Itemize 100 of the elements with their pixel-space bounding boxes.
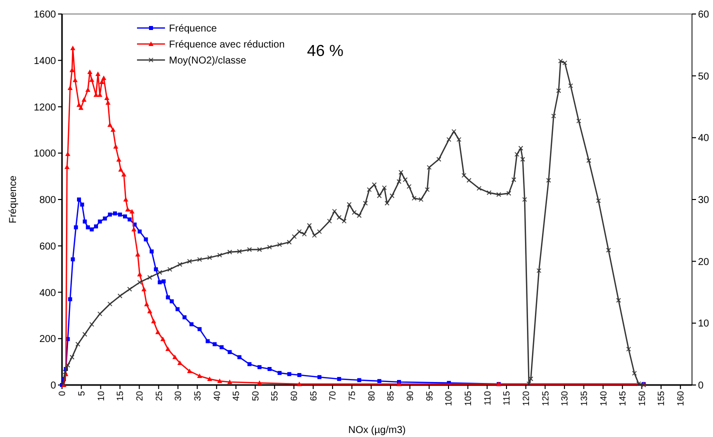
x-tick-label: 120 (520, 391, 531, 406)
point (258, 365, 262, 370)
point (151, 318, 156, 324)
point (296, 382, 302, 386)
x-tick-label: 0 (57, 391, 68, 396)
point (189, 322, 194, 326)
x-tick-label: 10 (96, 391, 106, 402)
point (337, 376, 342, 381)
point (101, 76, 106, 80)
y-tick-label: 1400 (34, 56, 56, 67)
point (162, 279, 166, 284)
x-tick-label: 65 (308, 391, 318, 402)
point (90, 227, 94, 232)
point (118, 167, 124, 172)
y2-tick-label: 10 (698, 318, 710, 330)
y2-tick-label: 40 (698, 133, 710, 144)
point (105, 100, 110, 105)
x-tick-label: 155 (656, 391, 666, 406)
point (116, 157, 122, 162)
x-tick-label: 25 (154, 391, 164, 402)
point (128, 217, 132, 222)
point (357, 378, 362, 382)
point (87, 69, 92, 74)
x-tick-label: 55 (270, 391, 280, 402)
point (107, 122, 112, 127)
point (112, 211, 117, 216)
point (98, 220, 102, 224)
point (150, 249, 154, 254)
point (121, 172, 126, 176)
point (197, 373, 202, 378)
point (297, 373, 302, 378)
y-tick-label: 200 (39, 334, 56, 346)
point (220, 345, 224, 350)
x-tick-label: 125 (540, 391, 550, 406)
point (89, 77, 94, 82)
legend-label: Fréquence (169, 24, 218, 34)
x-tick-label: 150 (636, 391, 647, 406)
point (68, 297, 72, 302)
x-tick-label: 115 (502, 391, 512, 406)
point (182, 315, 187, 320)
point (123, 197, 128, 202)
point (77, 198, 82, 202)
point (212, 342, 217, 346)
point (187, 368, 192, 374)
x-tick-label: 140 (598, 391, 608, 406)
point (207, 376, 212, 381)
x-tick-label: 85 (386, 391, 396, 402)
y2-tick-label: 30 (698, 195, 710, 206)
point (102, 216, 107, 221)
point (70, 257, 75, 262)
x-tick-label: 130 (560, 391, 570, 406)
y-tick-label: 800 (39, 195, 56, 206)
point (86, 225, 90, 230)
point (125, 206, 130, 212)
legend-label: Moy(NO2)/classe (169, 56, 247, 66)
point (65, 152, 70, 156)
point (268, 367, 272, 371)
point (160, 336, 166, 342)
x-tick-label: 20 (134, 391, 144, 402)
point (176, 307, 180, 312)
x-tick-label: 5 (76, 391, 86, 396)
point (237, 355, 242, 360)
point (95, 72, 100, 76)
x-tick-label: 80 (366, 391, 376, 402)
y-tick-label: 400 (39, 288, 56, 299)
y-tick-label: 600 (39, 241, 56, 252)
y-tick-label: 1000 (34, 148, 56, 160)
point (94, 224, 98, 228)
point (172, 354, 178, 360)
point (247, 362, 252, 366)
x-tick-label: 90 (405, 391, 416, 402)
x-tick-label: 30 (173, 391, 184, 402)
x-tick-label: 15 (115, 391, 126, 402)
point (166, 295, 170, 300)
point (68, 85, 73, 90)
x-tick-label: 160 (676, 391, 686, 406)
point (317, 375, 322, 380)
point (104, 95, 110, 100)
point (147, 308, 152, 314)
y-tick-label: 1200 (34, 102, 56, 114)
point (82, 220, 87, 224)
point (396, 382, 402, 386)
y2-tick-label: 20 (698, 256, 710, 268)
point (82, 97, 87, 102)
x-tick-label: 70 (328, 391, 338, 402)
point (138, 230, 142, 234)
point (80, 202, 84, 207)
x-tick-label: 110 (482, 391, 492, 406)
x-tick-label: 75 (347, 391, 358, 402)
point (144, 302, 150, 306)
point (206, 339, 210, 344)
y2-tick-label: 50 (698, 71, 710, 82)
x-tick-label: 145 (618, 391, 628, 406)
point (118, 212, 122, 217)
point (131, 226, 136, 232)
y2-tick-label: 60 (698, 10, 710, 20)
point (228, 350, 232, 354)
point (177, 360, 182, 365)
point (155, 330, 160, 334)
point (108, 212, 112, 217)
